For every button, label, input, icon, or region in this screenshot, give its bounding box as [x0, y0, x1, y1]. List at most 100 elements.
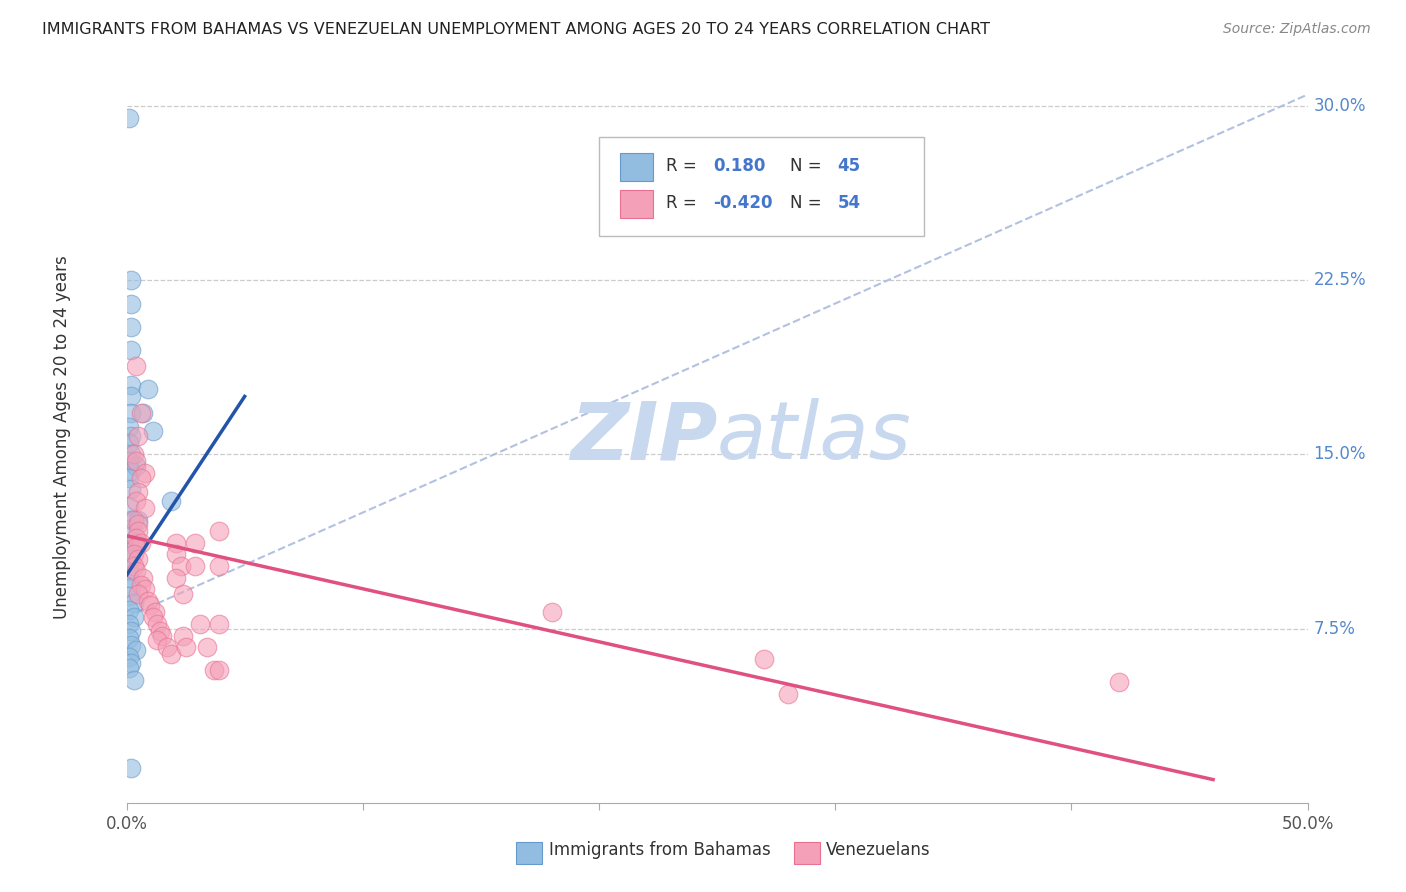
Point: [132, 406, 155, 420]
Point: [141, 424, 163, 438]
Point: [122, 673, 145, 687]
Point: [120, 273, 142, 287]
Point: [120, 343, 142, 357]
Point: [120, 296, 142, 310]
Text: ZIP: ZIP: [569, 398, 717, 476]
Point: [156, 640, 179, 655]
Point: [118, 545, 141, 559]
Point: [118, 603, 141, 617]
Point: [165, 570, 187, 584]
Point: [172, 587, 194, 601]
Text: Unemployment Among Ages 20 to 24 years: Unemployment Among Ages 20 to 24 years: [52, 255, 70, 619]
Point: [122, 512, 145, 526]
Text: Immigrants from Bahamas: Immigrants from Bahamas: [550, 841, 770, 859]
Point: [150, 629, 173, 643]
Text: 30.0%: 30.0%: [1313, 97, 1367, 115]
Point: [122, 596, 145, 610]
Point: [208, 664, 231, 678]
Point: [160, 647, 183, 661]
Point: [129, 577, 152, 591]
Point: [120, 319, 142, 334]
Point: [125, 459, 148, 474]
Point: [122, 558, 145, 573]
Point: [146, 617, 169, 632]
Text: R =: R =: [666, 158, 697, 176]
Point: [184, 558, 207, 573]
Point: [118, 499, 141, 513]
Point: [165, 547, 187, 561]
Point: [172, 629, 194, 643]
Point: [208, 617, 231, 632]
Point: [118, 454, 141, 468]
Point: [118, 111, 141, 125]
Point: [776, 687, 799, 701]
Point: [125, 564, 148, 578]
Point: [118, 589, 141, 603]
Point: [118, 617, 141, 632]
Text: 15.0%: 15.0%: [1313, 445, 1367, 464]
Point: [141, 610, 163, 624]
Point: [165, 535, 187, 549]
Point: [127, 524, 149, 538]
Point: [120, 761, 142, 775]
Text: N =: N =: [790, 158, 823, 176]
Point: [125, 642, 148, 657]
Point: [125, 531, 148, 545]
Point: [184, 535, 207, 549]
Point: [132, 570, 155, 584]
Point: [118, 522, 141, 536]
Point: [118, 570, 141, 584]
Point: [754, 652, 776, 666]
Point: [120, 448, 142, 462]
Point: [540, 606, 562, 620]
Point: [127, 484, 149, 499]
Point: [122, 547, 145, 561]
Text: Source: ZipAtlas.com: Source: ZipAtlas.com: [1223, 22, 1371, 37]
Text: R =: R =: [666, 194, 697, 212]
Point: [118, 436, 141, 450]
Point: [143, 606, 166, 620]
Point: [120, 512, 142, 526]
Point: [208, 558, 231, 573]
Point: [125, 494, 148, 508]
Point: [208, 524, 231, 538]
Text: N =: N =: [790, 194, 823, 212]
Point: [120, 464, 142, 478]
Point: [120, 377, 142, 392]
Point: [118, 661, 141, 675]
Point: [120, 638, 142, 652]
Text: -0.420: -0.420: [713, 194, 773, 212]
Point: [120, 657, 142, 671]
Point: [134, 582, 156, 597]
Point: [139, 599, 162, 613]
Bar: [620, 153, 654, 181]
Point: [134, 500, 156, 515]
Point: [120, 389, 142, 403]
Point: [127, 552, 149, 566]
Point: [170, 558, 193, 573]
Point: [120, 552, 142, 566]
Point: [136, 383, 159, 397]
Point: [174, 640, 197, 655]
Point: [127, 429, 149, 443]
Text: 7.5%: 7.5%: [1313, 620, 1355, 638]
Text: Venezuelans: Venezuelans: [825, 841, 931, 859]
Bar: [620, 190, 654, 218]
Text: 45: 45: [838, 158, 860, 176]
Point: [1108, 675, 1130, 690]
Point: [120, 624, 142, 638]
Point: [120, 429, 142, 443]
Point: [129, 535, 152, 549]
Point: [120, 406, 142, 420]
Point: [122, 610, 145, 624]
Point: [127, 587, 149, 601]
Point: [129, 406, 152, 420]
Point: [118, 649, 141, 664]
Point: [125, 359, 148, 374]
Point: [149, 624, 172, 638]
Point: [127, 512, 149, 526]
Text: 22.5%: 22.5%: [1313, 271, 1367, 289]
Point: [120, 483, 142, 497]
Text: IMMIGRANTS FROM BAHAMAS VS VENEZUELAN UNEMPLOYMENT AMONG AGES 20 TO 24 YEARS COR: IMMIGRANTS FROM BAHAMAS VS VENEZUELAN UN…: [42, 22, 990, 37]
Bar: [516, 841, 543, 863]
